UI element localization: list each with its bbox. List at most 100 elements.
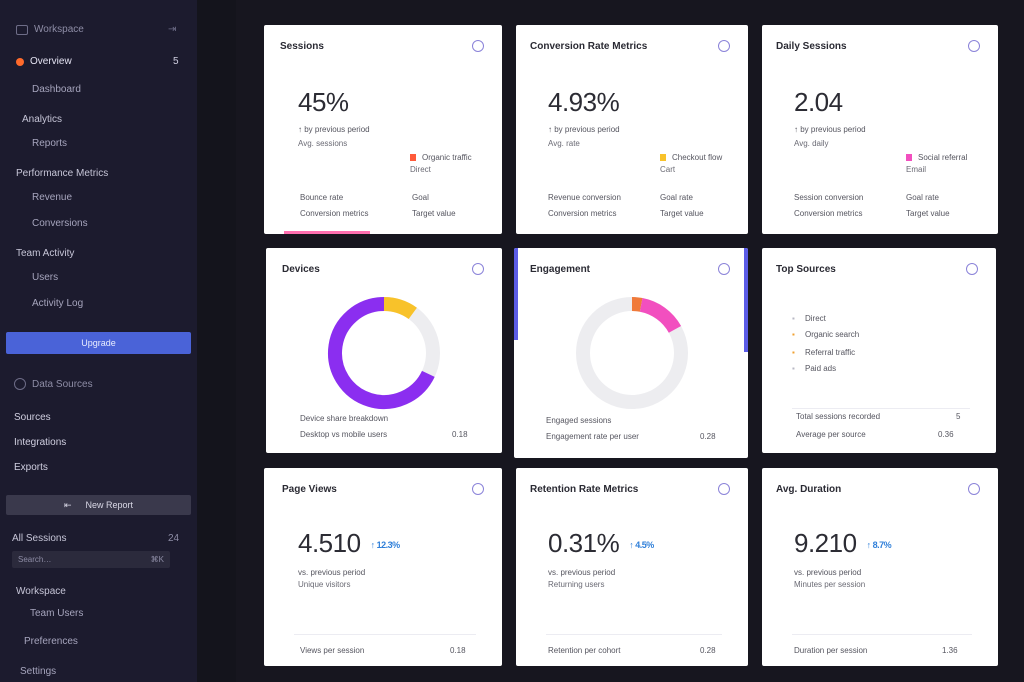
sidebar-item-sources[interactable]: Sources: [14, 412, 51, 423]
workspace-icon: [16, 24, 28, 35]
card-conversion-rate[interactable]: Conversion Rate Metrics 4.93% ↑ by previ…: [516, 25, 748, 234]
card-title: Avg. Duration: [776, 484, 842, 495]
sidebar-item-dashboard[interactable]: Dashboard: [32, 84, 81, 95]
legend-sub: Cart: [660, 165, 676, 174]
sidebar-item-activity-log[interactable]: Activity Log: [32, 298, 84, 309]
data-sources-icon: [14, 378, 26, 390]
info-icon[interactable]: [968, 40, 980, 52]
metric-caption: Avg. daily: [794, 139, 829, 148]
legend-sub: Email: [906, 165, 927, 174]
info-icon[interactable]: [472, 40, 484, 52]
donut-segment-orange[interactable]: [631, 297, 643, 312]
footer-label: Views per session: [300, 646, 365, 655]
legend-item: Organic traffic: [410, 153, 472, 162]
footer-label: Duration per session: [794, 646, 868, 655]
footer-value: Goal: [412, 193, 429, 202]
legend-swatch: [660, 154, 666, 162]
card-title: Daily Sessions: [776, 41, 847, 52]
card-title: Devices: [282, 264, 320, 275]
footer-label: Conversion metrics: [794, 209, 863, 218]
card-title: Top Sources: [776, 264, 836, 275]
info-icon[interactable]: [472, 263, 484, 275]
card-avg-duration[interactable]: Avg. Duration 9.210 ↑ 8.7% vs. previous p…: [762, 468, 998, 666]
sidebar-item-team-users[interactable]: Team Users: [30, 608, 84, 619]
footer-label: Engagement rate per user: [546, 432, 639, 441]
footer-value: Target value: [660, 209, 704, 218]
info-icon[interactable]: [472, 483, 484, 495]
metric-caption: Minutes per session: [794, 580, 866, 589]
bullet-icon: ▪: [792, 364, 795, 373]
sidebar-search-input[interactable]: Search… ⌘K: [12, 551, 170, 568]
bullet-icon: ▪: [792, 314, 795, 323]
sidebar-item-users[interactable]: Users: [32, 272, 59, 283]
card-sessions[interactable]: Sessions 45% ↑ by previous period Avg. s…: [264, 25, 502, 234]
footer-value: Target value: [906, 209, 950, 218]
sidebar-item-conversions[interactable]: Conversions: [32, 218, 88, 229]
donut-segment-purple[interactable]: [328, 297, 435, 409]
metric-change: vs. previous period: [298, 568, 366, 577]
sidebar-item-settings[interactable]: Settings: [20, 666, 57, 677]
card-devices[interactable]: Devices Device share breakdown Desktop v…: [266, 248, 502, 453]
card-retention-rate[interactable]: Retention Rate Metrics 0.31% ↑ 4.5% vs. p…: [516, 468, 748, 666]
collapse-sidebar-icon[interactable]: ⇥: [168, 24, 177, 35]
sidebar-item-exports[interactable]: Exports: [14, 462, 48, 473]
card-page-views[interactable]: Page Views 4.510 ↑ 12.3% vs. previous per…: [264, 468, 502, 666]
sidebar-item-preferences[interactable]: Preferences: [24, 636, 78, 647]
sidebar-item-performance[interactable]: Performance Metrics: [16, 168, 109, 179]
shortcut-hint: ⌘K: [150, 555, 164, 564]
metric-caption: Avg. rate: [548, 139, 580, 148]
sidebar-item-revenue[interactable]: Revenue: [32, 192, 73, 203]
info-icon[interactable]: [966, 263, 978, 275]
sidebar-item-analytics[interactable]: Analytics: [22, 114, 63, 125]
section-title: Data Sources: [32, 378, 93, 390]
card-engagement[interactable]: Engagement Engaged sessions Engagement r…: [514, 248, 748, 458]
list-item[interactable]: ▪ Paid ads: [792, 364, 836, 373]
sidebar-item-team-activity[interactable]: Team Activity: [16, 248, 75, 259]
card-top-sources[interactable]: Top Sources ▪ Direct ▪ Organic search ▪ Ref…: [762, 248, 996, 453]
footer-label: Device share breakdown: [300, 414, 389, 423]
progress-indicator: [284, 231, 370, 234]
sidebar-header-label: Workspace: [34, 24, 84, 35]
donut-segments: [576, 297, 688, 409]
legend-label: Organic traffic: [422, 153, 472, 162]
active-dot-icon: [16, 57, 24, 66]
card-daily-sessions[interactable]: Daily Sessions 2.04 ↑ by previous period…: [762, 25, 998, 234]
sidebar-item-overview[interactable]: Overview: [16, 56, 72, 67]
metric-caption: Unique visitors: [298, 580, 351, 589]
upgrade-button[interactable]: Upgrade: [6, 332, 191, 354]
metric-number: 4.510: [298, 528, 361, 558]
list-item[interactable]: ▪ Organic search: [792, 330, 859, 339]
sidebar-item-label: Overview: [30, 56, 72, 67]
info-icon[interactable]: [968, 483, 980, 495]
card-title: Retention Rate Metrics: [530, 484, 639, 495]
section-all-sessions[interactable]: All Sessions: [12, 533, 67, 544]
legend-label: Checkout flow: [672, 153, 723, 162]
info-icon[interactable]: [718, 483, 730, 495]
sidebar-item-workspace[interactable]: Workspace: [16, 586, 66, 597]
info-icon[interactable]: [718, 40, 730, 52]
legend-swatch: [410, 154, 416, 162]
sidebar-item-integrations[interactable]: Integrations: [14, 437, 67, 448]
footer-label: Average per source: [796, 430, 866, 439]
list-item[interactable]: ▪ Direct: [792, 314, 826, 323]
metric-change: ↑ by previous period: [548, 125, 620, 134]
legend-item: Social referral: [906, 153, 967, 162]
sidebar-header[interactable]: Workspace: [16, 24, 84, 35]
divider: [546, 634, 722, 635]
footer-value: 0.28: [700, 646, 716, 655]
devices-donut-chart: [328, 297, 440, 409]
metric-number: 0.31%: [548, 528, 620, 558]
section-data-sources[interactable]: Data Sources: [14, 378, 93, 390]
sidebar-item-reports[interactable]: Reports: [32, 138, 68, 149]
card-title: Engagement: [530, 264, 591, 275]
new-report-button[interactable]: ⇤ New Report: [6, 495, 191, 515]
footer-label: Session conversion: [794, 193, 864, 202]
footer-value: 0.18: [450, 646, 466, 655]
donut-segment-yellow[interactable]: [383, 297, 417, 320]
list-item[interactable]: ▪ Referral traffic: [792, 348, 855, 357]
info-icon[interactable]: [718, 263, 730, 275]
footer-label: Engaged sessions: [546, 416, 612, 425]
donut-segment-pink[interactable]: [639, 297, 682, 334]
search-placeholder: Search…: [18, 555, 52, 564]
metric-value: 45%: [298, 87, 349, 117]
